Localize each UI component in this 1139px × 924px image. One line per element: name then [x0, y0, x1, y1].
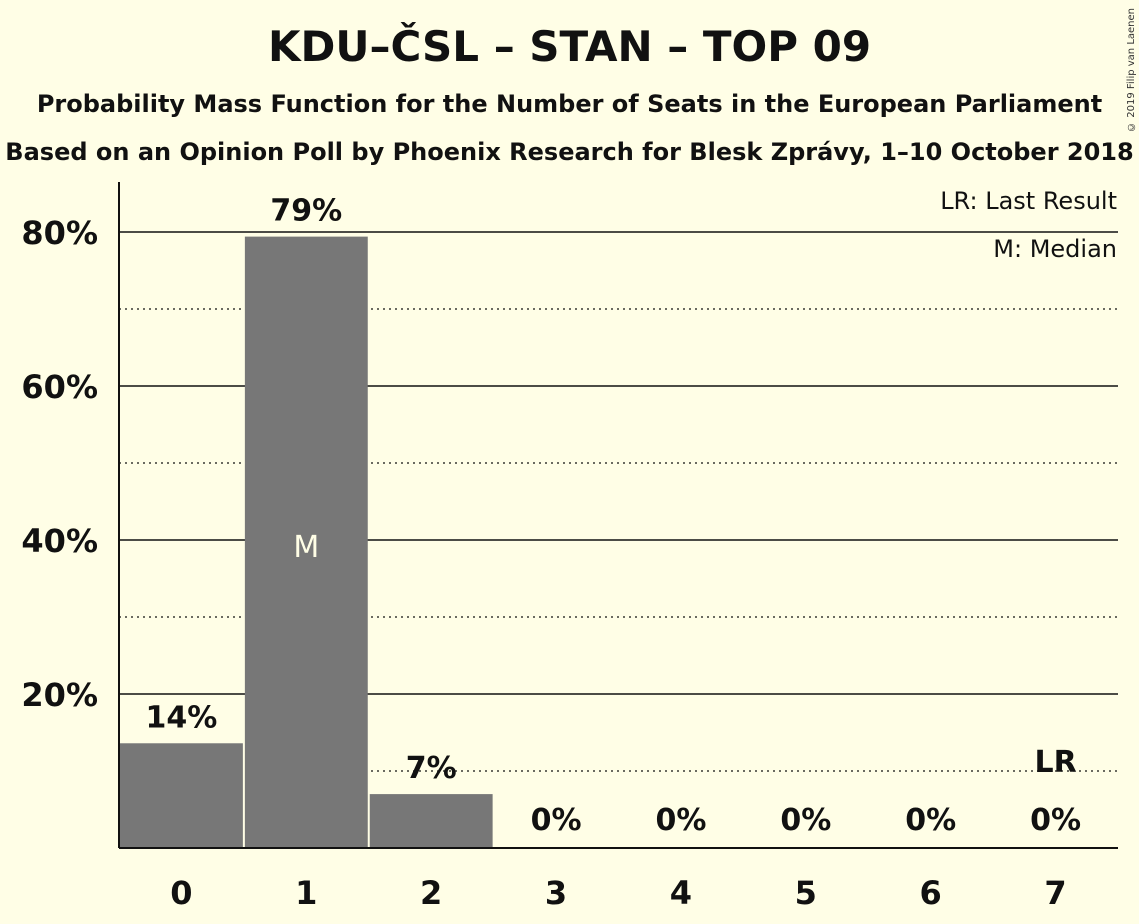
- y-tick-label: 80%: [21, 214, 98, 252]
- bar-2: [369, 794, 493, 848]
- data-label: 14%: [146, 700, 218, 735]
- data-label: 0%: [905, 803, 956, 838]
- x-tick-label: 7: [1044, 874, 1066, 912]
- chart-subtitle: Probability Mass Function for the Number…: [36, 90, 1103, 118]
- data-label: 79%: [270, 194, 342, 229]
- data-label: 7%: [406, 751, 457, 786]
- median-marker: M: [293, 530, 319, 565]
- bar-0: [120, 743, 243, 848]
- x-tick-label: 0: [170, 874, 192, 912]
- chart-subtitle-source: Based on an Opinion Poll by Phoenix Rese…: [5, 138, 1134, 166]
- data-label: 0%: [780, 803, 831, 838]
- y-tick-label: 60%: [21, 368, 98, 406]
- bar-1: [244, 236, 368, 848]
- y-tick-label: 40%: [21, 522, 98, 560]
- x-tick-label: 3: [545, 874, 567, 912]
- legend-last-result: LR: Last Result: [940, 187, 1117, 215]
- x-tick-label: 4: [670, 874, 692, 912]
- x-tick-label: 2: [420, 874, 442, 912]
- chart-title: KDU–ČSL – STAN – TOP 09: [267, 22, 872, 71]
- data-label: 0%: [531, 803, 582, 838]
- x-tick-label: 5: [795, 874, 817, 912]
- data-label: 0%: [655, 803, 706, 838]
- x-tick-label: 6: [920, 874, 942, 912]
- x-tick-label: 1: [295, 874, 317, 912]
- legend-median: M: Median: [993, 235, 1117, 263]
- y-tick-label: 20%: [21, 676, 98, 714]
- last-result-marker: LR: [1034, 745, 1076, 780]
- data-label: 0%: [1030, 803, 1081, 838]
